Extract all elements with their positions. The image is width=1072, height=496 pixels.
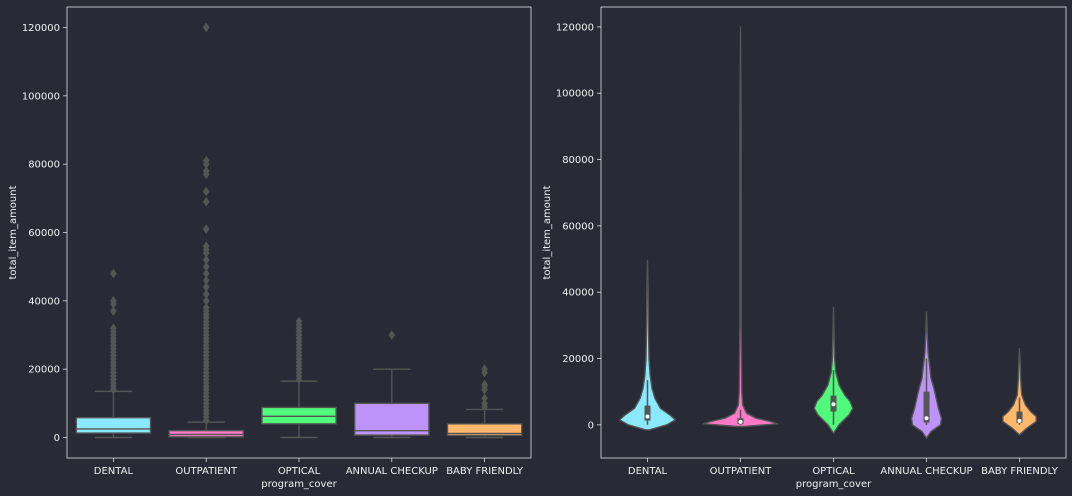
outlier-point <box>202 282 210 293</box>
violin-body <box>618 260 677 431</box>
x-axis-label: program_cover <box>796 479 872 490</box>
y-tick-label: 120000 <box>556 22 594 33</box>
y-tick-label: 20000 <box>562 354 594 365</box>
outlier-point <box>481 379 488 390</box>
outlier-point <box>202 241 210 252</box>
outlier-point <box>202 186 210 197</box>
y-axis-label: total_item_amount <box>8 185 19 279</box>
outlier-point <box>202 166 210 176</box>
y-tick-label: 60000 <box>562 221 594 232</box>
y-tick-label: 100000 <box>22 91 60 102</box>
y-tick-label: 20000 <box>28 365 60 376</box>
violin-annual-checkup <box>910 311 943 439</box>
outlier-point <box>202 196 210 207</box>
box-optical <box>261 316 337 439</box>
x-tick-label: BABY FRIENDLY <box>981 466 1059 477</box>
box-annual-checkup <box>353 330 430 439</box>
x-tick-label: ANNUAL CHECKUP <box>880 466 972 477</box>
violin-outpatient <box>702 26 779 428</box>
outlier-point <box>202 275 210 286</box>
x-tick-label: DENTAL <box>94 466 134 477</box>
x-axis-label: program_cover <box>261 479 337 490</box>
y-tick-label: 80000 <box>28 160 60 171</box>
outlier-point <box>202 155 210 166</box>
outlier-point <box>295 316 303 327</box>
outlier-point <box>481 364 488 375</box>
violin-median-dot <box>924 416 929 421</box>
violin-dental <box>618 260 677 431</box>
box-outpatient <box>168 22 245 439</box>
y-tick-label: 80000 <box>562 155 594 166</box>
outlier-point <box>481 398 488 409</box>
violin-body <box>702 26 779 428</box>
y-tick-label: 40000 <box>562 288 594 299</box>
violin-iqr-bar <box>1016 411 1023 423</box>
x-tick-label: DENTAL <box>628 466 668 477</box>
violin-median-dot <box>645 414 650 419</box>
y-tick-label: 60000 <box>28 228 60 239</box>
violin-plot-panel: 0 20000 40000 60000 80000 100000 120000 DENTAL O… <box>542 6 1067 490</box>
x-tick-label: OPTICAL <box>278 466 321 477</box>
outlier-point <box>202 224 210 235</box>
iqr-box <box>446 423 523 437</box>
iqr-box <box>353 402 430 436</box>
violin-median-dot <box>1017 418 1022 423</box>
y-tick-label: 0 <box>588 420 594 431</box>
violin-body <box>813 306 854 434</box>
outlier-point <box>110 268 117 279</box>
violin-iqr-bar <box>923 391 930 423</box>
violin-baby-friendly <box>1002 347 1037 436</box>
x-tick-label: ANNUAL CHECKUP <box>346 466 438 477</box>
y-axis-label: total_item_amount <box>542 185 553 279</box>
violin-optical <box>813 306 854 434</box>
y-tick-label: 0 <box>54 433 60 444</box>
box-plot-panel: 0 20000 40000 60000 80000 100000 120000 DENTAL O… <box>8 6 532 490</box>
outlier-point <box>202 254 210 265</box>
outlier-point <box>202 261 210 272</box>
x-tick-label: BABY FRIENDLY <box>446 466 524 477</box>
outlier-point <box>110 295 117 306</box>
outlier-point <box>202 22 210 33</box>
violin-median-dot <box>738 419 743 424</box>
outlier-point <box>202 268 210 279</box>
box-dental <box>75 268 152 439</box>
x-tick-label: OUTPATIENT <box>710 466 773 477</box>
outlier-point <box>202 289 210 299</box>
outlier-point <box>202 302 210 313</box>
outlier-point <box>110 323 117 334</box>
outlier-point <box>202 295 210 306</box>
x-tick-label: OPTICAL <box>812 466 855 477</box>
violin-median-dot <box>831 402 836 407</box>
outlier-point <box>388 330 396 340</box>
box-baby-friendly <box>446 364 523 439</box>
x-tick-label: OUTPATIENT <box>175 466 238 477</box>
y-tick-label: 120000 <box>22 23 60 34</box>
violin-body <box>1002 347 1037 436</box>
violin-iqr-bar <box>644 405 651 421</box>
outlier-point <box>110 306 117 317</box>
iqr-box <box>75 416 152 434</box>
outlier-point <box>481 393 488 404</box>
y-tick-label: 40000 <box>28 296 60 307</box>
y-tick-label: 100000 <box>556 89 594 100</box>
